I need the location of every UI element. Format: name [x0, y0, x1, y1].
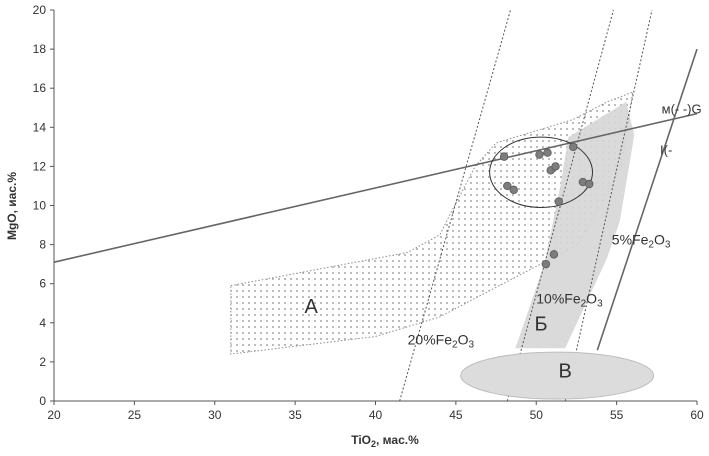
y-tick-label: 2: [39, 355, 46, 369]
label-fe2o3-5pct: 5%Fe2O3: [612, 232, 671, 251]
x-tick-label: 35: [288, 408, 302, 422]
x-tick-label: 45: [449, 408, 463, 422]
y-tick-label: 16: [33, 81, 47, 95]
data-point: [503, 181, 512, 191]
y-tick-label: 0: [39, 394, 46, 408]
fe2o3-5pct-line: [564, 9, 653, 402]
y-tick-label: 6: [39, 277, 46, 291]
highlight-ellipse: [489, 136, 594, 208]
boundary-line: [596, 48, 698, 351]
regions-layer: [230, 91, 635, 355]
lines-layer: [53, 9, 698, 402]
x-tick-label: 40: [369, 408, 383, 422]
region-b-label: Б: [535, 314, 548, 336]
y-tick-label: 18: [33, 42, 47, 56]
y-tick-label: 8: [39, 238, 46, 252]
x-axis-title: TiO2, мас.%: [351, 433, 419, 449]
x-tick-label: 20: [47, 408, 61, 422]
data-point: [535, 150, 544, 159]
label-line-mg: м(- -)G: [662, 102, 702, 117]
x-tick-label: 55: [610, 408, 624, 422]
region-v: [460, 351, 655, 400]
y-tick-label: 14: [33, 120, 47, 134]
x-tick-label: 25: [128, 408, 142, 422]
label-fe2o3-10pct: 10%Fe2O3: [536, 290, 603, 309]
labels-layer: А Б В 5%Fe2O3 10%Fe2O3 20%Fe2O3 м(- -)G I(-: [305, 102, 702, 383]
region-b: [515, 101, 635, 349]
y-tick-label: 4: [39, 316, 46, 330]
data-point: [541, 259, 551, 269]
data-point: [585, 179, 594, 189]
label-line-i: I(-: [660, 143, 672, 158]
data-point: [554, 197, 563, 206]
y-tick-label: 12: [33, 159, 47, 173]
region-v-label: В: [559, 361, 572, 383]
data-point: [551, 162, 560, 171]
data-point: [509, 185, 518, 195]
x-tick-label: 50: [530, 408, 544, 422]
x-axis-title-tail: , мас.%: [376, 433, 419, 447]
fe2o3-10pct-line: [506, 9, 614, 402]
y-tick-label: 10: [33, 199, 47, 213]
region-a-label: А: [305, 296, 319, 318]
data-point: [499, 152, 509, 161]
axes-layer: 20 25 30 35 40 45 50 55 60 0 2 4 6 8 10 12 14 16 18 20: [33, 3, 704, 422]
data-point: [569, 142, 578, 152]
data-point: [543, 148, 552, 157]
y-axis-title: MgO, иас.%: [5, 172, 19, 240]
data-point: [549, 250, 559, 259]
label-fe2o3-20pct: 20%Fe2O3: [408, 331, 475, 350]
points-layer: [489, 136, 594, 269]
x-axis-title-sub: 2: [371, 439, 376, 449]
trend-line: [53, 112, 698, 263]
y-tick-label: 20: [33, 3, 47, 17]
x-tick-label: 30: [208, 408, 222, 422]
x-axis-title-main: TiO: [351, 433, 371, 447]
x-tick-label: 60: [690, 408, 704, 422]
